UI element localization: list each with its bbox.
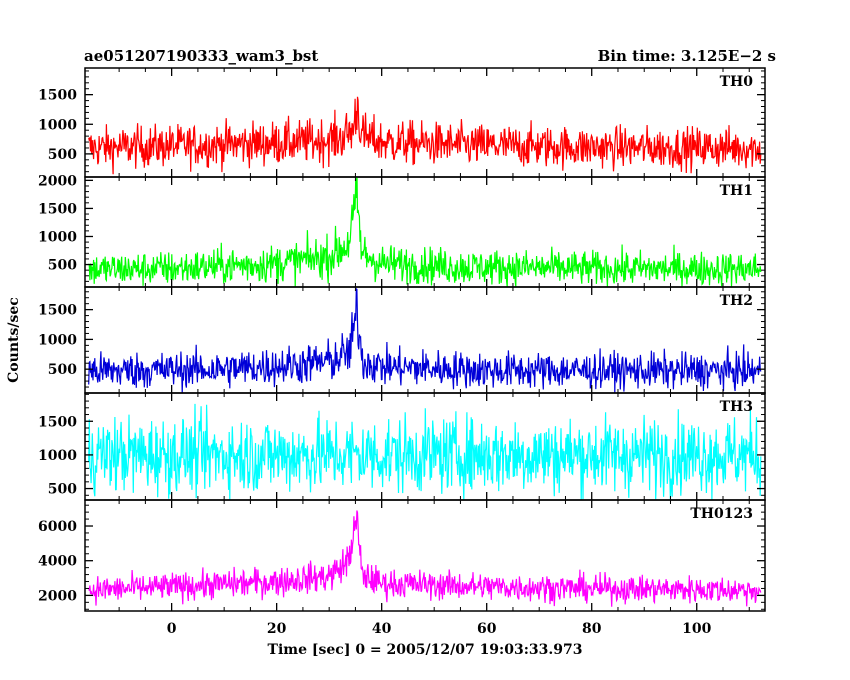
y-tick-label: 1000 <box>38 332 77 348</box>
y-tick-label: 1000 <box>38 229 77 245</box>
y-tick-label: 500 <box>48 482 77 498</box>
y-tick-label: 6000 <box>38 519 77 535</box>
y-tick-label: 1500 <box>38 88 77 104</box>
x-tick-label: 80 <box>582 621 602 637</box>
x-tick-label: 100 <box>682 621 711 637</box>
series-th0123 <box>88 510 762 607</box>
panel-label: TH3 <box>720 399 753 415</box>
y-tick-label: 500 <box>48 147 77 163</box>
panel-th3: 500 1000 1500 TH3 <box>38 392 766 501</box>
panel-label: TH0123 <box>690 506 753 522</box>
series-th2 <box>88 287 762 393</box>
panel-label: TH0 <box>720 74 754 90</box>
y-tick-label: 1500 <box>38 303 77 319</box>
series-th1 <box>88 177 762 287</box>
header-title: ae051207190333_wam3_bst <box>84 47 318 65</box>
y-tick-label: 1500 <box>38 414 77 430</box>
y-tick-label: 500 <box>48 258 77 274</box>
header-bin-time: Bin time: 3.125E−2 s <box>598 47 776 65</box>
y-tick-label: 2000 <box>38 173 77 189</box>
series-th3 <box>88 403 762 500</box>
x-tick-label: 60 <box>477 621 497 637</box>
y-axis-label: Counts/sec <box>6 297 22 383</box>
y-tick-label: 2000 <box>38 588 77 604</box>
x-tick-label: 40 <box>372 621 392 637</box>
series-th0 <box>88 96 762 175</box>
y-tick-label: 1500 <box>38 201 77 217</box>
x-axis-label: Time [sec] 0 = 2005/12/07 19:03:33.973 <box>268 642 583 658</box>
panel-th0: 500 1000 1500 TH0 <box>38 67 766 178</box>
panel-th1: 500 1000 1500 2000 TH1 <box>38 173 766 288</box>
x-tick-label: 0 <box>167 621 177 637</box>
panel-label: TH2 <box>720 293 753 309</box>
panel-th2: 500 1000 1500 TH2 <box>38 286 766 394</box>
panel-frame <box>84 499 766 612</box>
y-tick-label: 500 <box>48 362 77 378</box>
panel-th0123: 2000 4000 6000 TH0123 <box>38 499 766 612</box>
y-tick-label: 4000 <box>38 554 77 570</box>
panels-group: 50010001500TH0500100015002000TH150010001… <box>38 67 766 637</box>
panel-label: TH1 <box>720 183 753 199</box>
y-tick-label: 1000 <box>38 448 77 464</box>
y-tick-label: 1000 <box>38 117 77 133</box>
x-tick-label: 20 <box>267 621 287 637</box>
